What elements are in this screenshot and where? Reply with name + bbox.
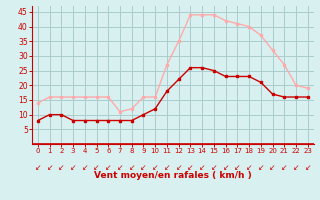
Text: ↙: ↙ [70, 163, 76, 172]
Text: ↙: ↙ [199, 163, 205, 172]
Text: ↙: ↙ [175, 163, 182, 172]
Text: ↙: ↙ [46, 163, 53, 172]
Text: ↙: ↙ [93, 163, 100, 172]
X-axis label: Vent moyen/en rafales ( km/h ): Vent moyen/en rafales ( km/h ) [94, 171, 252, 180]
Text: ↙: ↙ [140, 163, 147, 172]
Text: ↙: ↙ [222, 163, 229, 172]
Text: ↙: ↙ [246, 163, 252, 172]
Text: ↙: ↙ [305, 163, 311, 172]
Text: ↙: ↙ [234, 163, 241, 172]
Text: ↙: ↙ [105, 163, 111, 172]
Text: ↙: ↙ [58, 163, 65, 172]
Text: ↙: ↙ [258, 163, 264, 172]
Text: ↙: ↙ [152, 163, 158, 172]
Text: ↙: ↙ [187, 163, 194, 172]
Text: ↙: ↙ [117, 163, 123, 172]
Text: ↙: ↙ [281, 163, 287, 172]
Text: ↙: ↙ [164, 163, 170, 172]
Text: ↙: ↙ [211, 163, 217, 172]
Text: ↙: ↙ [269, 163, 276, 172]
Text: ↙: ↙ [82, 163, 88, 172]
Text: ↙: ↙ [129, 163, 135, 172]
Text: ↙: ↙ [35, 163, 41, 172]
Text: ↙: ↙ [293, 163, 299, 172]
